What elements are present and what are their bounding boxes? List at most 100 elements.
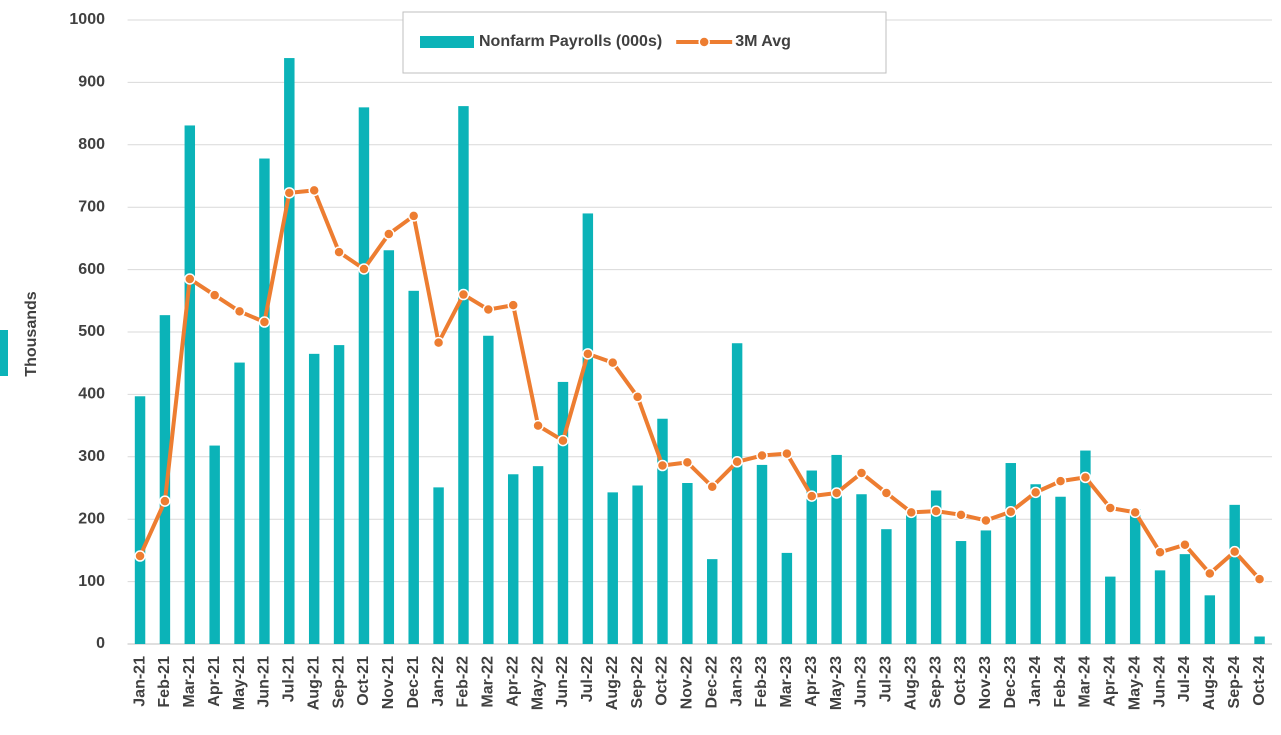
- legend-marker: [698, 36, 710, 48]
- bar: [234, 362, 245, 644]
- legend-swatch: [420, 36, 474, 48]
- bar: [1179, 554, 1191, 644]
- bar: [756, 464, 768, 644]
- x-tick-label: Jun-24: [1151, 656, 1168, 708]
- bar: [358, 107, 370, 645]
- line-marker: [756, 449, 768, 462]
- bar: [781, 552, 793, 644]
- line-marker: [706, 481, 718, 493]
- y-axis-label: Thousands: [23, 291, 40, 376]
- y-tick-label: 800: [78, 136, 105, 153]
- y-tick-label: 900: [78, 74, 105, 91]
- bar: [433, 487, 444, 644]
- bar: [1129, 509, 1141, 644]
- y-tick-label: 500: [78, 323, 105, 340]
- bar: [881, 529, 892, 644]
- x-tick-label: Dec-23: [1002, 656, 1019, 709]
- line-marker: [1104, 502, 1117, 514]
- bar: [507, 474, 519, 644]
- x-tick-label: Mar-22: [480, 656, 497, 708]
- x-tick-label: May-21: [231, 656, 248, 710]
- x-tick-label: Dec-22: [703, 656, 720, 709]
- line-marker: [432, 336, 445, 349]
- x-tick-label: Nov-21: [380, 656, 397, 709]
- x-tick-label: Sep-23: [927, 656, 944, 709]
- x-tick-label: Jun-23: [853, 656, 870, 708]
- line-marker: [905, 506, 918, 519]
- bar: [607, 492, 618, 644]
- x-tick-label: Mar-24: [1077, 656, 1094, 708]
- x-tick-label: Feb-21: [156, 656, 173, 708]
- x-tick-label: May-23: [828, 656, 845, 710]
- line-marker: [457, 288, 470, 301]
- line-marker: [731, 456, 743, 468]
- x-tick-label: Aug-24: [1201, 656, 1218, 710]
- x-tick-label: Apr-21: [206, 656, 223, 707]
- x-tick-label: Dec-21: [405, 656, 422, 709]
- line-marker: [407, 210, 420, 222]
- bar: [458, 106, 469, 644]
- line-marker: [258, 316, 271, 328]
- line-marker: [806, 490, 818, 502]
- line-marker: [557, 434, 569, 447]
- bar: [408, 290, 419, 644]
- x-tick-label: Jan-21: [131, 656, 148, 707]
- bar: [1105, 576, 1116, 644]
- bar: [259, 158, 270, 644]
- bar: [532, 466, 544, 644]
- line-marker: [830, 487, 843, 499]
- line-marker: [134, 550, 146, 562]
- bar: [707, 559, 718, 644]
- x-tick-label: Jan-23: [728, 656, 745, 707]
- bar: [582, 213, 594, 644]
- line-marker: [283, 187, 296, 199]
- line-marker: [233, 305, 246, 318]
- bar: [1080, 450, 1091, 644]
- x-tick-label: Jan-22: [430, 656, 447, 707]
- bar: [731, 343, 743, 644]
- x-tick-label: Oct-21: [355, 656, 372, 706]
- line-marker: [880, 487, 893, 499]
- line-marker: [656, 459, 669, 472]
- x-tick-label: Jul-24: [1176, 656, 1193, 702]
- x-tick-label: Feb-23: [753, 656, 770, 708]
- line-marker: [482, 303, 495, 316]
- line-marker: [159, 495, 171, 507]
- x-tick-label: Sep-24: [1226, 656, 1243, 709]
- line-marker: [855, 467, 868, 479]
- x-tick-label: Aug-23: [902, 656, 919, 710]
- y-tick-label: 100: [78, 573, 105, 590]
- bar: [159, 315, 171, 644]
- x-tick-label: Mar-21: [181, 656, 198, 708]
- bar: [209, 445, 220, 644]
- y-tick-label: 700: [78, 198, 105, 215]
- y-tick-label: 400: [78, 386, 105, 403]
- line-marker: [507, 299, 519, 311]
- x-tick-label: May-24: [1126, 656, 1143, 710]
- x-tick-label: Mar-23: [778, 656, 795, 708]
- bar: [1055, 496, 1066, 644]
- bar: [383, 250, 395, 645]
- line-marker: [681, 456, 694, 469]
- bar: [1204, 595, 1216, 644]
- line-marker: [1029, 486, 1042, 499]
- line-marker: [582, 348, 594, 360]
- bar: [557, 381, 569, 644]
- bar: [831, 454, 842, 644]
- line-marker: [1154, 546, 1166, 559]
- x-tick-label: Oct-24: [1251, 656, 1268, 706]
- legend-label: Nonfarm Payrolls (000s): [479, 33, 662, 50]
- line-marker: [631, 391, 644, 403]
- bar: [1005, 463, 1017, 644]
- x-tick-label: Jun-21: [256, 656, 273, 708]
- bar: [906, 513, 917, 644]
- x-tick-label: Nov-22: [679, 656, 696, 709]
- line-marker: [1253, 573, 1266, 585]
- line-marker: [1204, 567, 1216, 580]
- line-marker: [1005, 505, 1017, 518]
- bar: [856, 494, 867, 644]
- x-tick-label: Jun-22: [554, 656, 571, 708]
- bar: [806, 470, 817, 644]
- bar: [632, 485, 643, 644]
